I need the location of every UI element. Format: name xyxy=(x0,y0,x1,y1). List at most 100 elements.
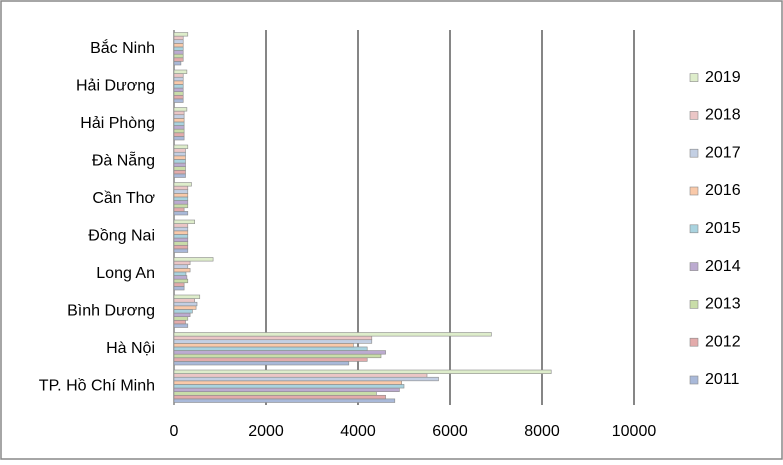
bar xyxy=(173,226,189,232)
bar xyxy=(173,144,189,149)
y-tick-label: Long An xyxy=(96,265,155,282)
bar xyxy=(173,268,191,273)
bar xyxy=(173,323,189,328)
legend-label: 2014 xyxy=(705,258,741,275)
bar xyxy=(173,394,386,400)
bar xyxy=(173,234,189,239)
x-tick-label: 4000 xyxy=(340,423,376,440)
legend-label: 2016 xyxy=(705,182,741,199)
bar xyxy=(173,162,186,167)
bar xyxy=(173,69,188,74)
bar xyxy=(173,339,373,344)
bar xyxy=(173,203,189,209)
bar xyxy=(173,332,492,337)
bar xyxy=(173,76,184,82)
y-tick-label: Hà Nội xyxy=(106,340,155,357)
legend-label: 2019 xyxy=(705,69,741,86)
bar xyxy=(173,169,186,175)
bar xyxy=(173,189,189,194)
bar xyxy=(173,148,186,153)
bar xyxy=(173,361,350,366)
bar xyxy=(173,166,186,171)
bar xyxy=(173,260,191,266)
bar xyxy=(173,114,185,119)
bar xyxy=(173,193,189,198)
bar xyxy=(173,301,198,307)
bar xyxy=(173,357,368,362)
legend-swatch xyxy=(689,300,699,309)
legend-swatch xyxy=(689,111,699,120)
bar xyxy=(173,350,386,355)
bar xyxy=(173,312,191,317)
legend-label: 2012 xyxy=(705,333,741,350)
y-tick-label: Hải Phòng xyxy=(80,115,155,132)
bar xyxy=(173,286,185,291)
y-tick-label: Đà Nẵng xyxy=(92,150,155,169)
bar xyxy=(173,125,185,130)
bar xyxy=(173,275,188,280)
bar xyxy=(173,91,184,96)
bar xyxy=(173,257,214,262)
bar xyxy=(173,136,185,141)
bar xyxy=(173,118,185,123)
bar xyxy=(173,128,185,134)
legend-label: 2013 xyxy=(705,296,741,313)
y-tick-label: Bắc Ninh xyxy=(90,38,155,57)
bar xyxy=(173,43,184,48)
bar xyxy=(173,173,186,178)
bar xyxy=(173,230,189,235)
bar xyxy=(173,335,373,341)
bar xyxy=(173,305,197,310)
bar xyxy=(173,369,552,374)
bar xyxy=(173,84,184,89)
bar xyxy=(173,343,354,348)
bar xyxy=(173,309,193,314)
bar xyxy=(173,80,184,85)
y-tick-label: Đồng Nai xyxy=(88,227,155,244)
legend-swatch xyxy=(689,262,699,271)
bar xyxy=(173,346,368,351)
legend-swatch xyxy=(689,186,699,196)
bar xyxy=(173,182,192,187)
bar xyxy=(173,391,377,396)
bar xyxy=(173,35,184,41)
bar xyxy=(173,155,186,160)
bar xyxy=(173,241,189,246)
bar xyxy=(173,32,189,37)
bar xyxy=(173,219,196,224)
bar xyxy=(173,207,185,212)
bar xyxy=(173,132,185,137)
x-tick-label: 0 xyxy=(170,423,179,440)
bar xyxy=(173,185,189,191)
bar xyxy=(173,271,187,276)
bar xyxy=(173,121,185,126)
legend-swatch xyxy=(689,375,699,385)
legend-swatch xyxy=(689,224,699,234)
x-tick-label: 6000 xyxy=(432,423,468,440)
bar xyxy=(173,61,182,66)
bar xyxy=(173,244,189,250)
bar xyxy=(173,200,189,205)
bar xyxy=(173,50,184,55)
bar xyxy=(173,107,188,112)
bar xyxy=(173,380,402,385)
x-tick-label: 8000 xyxy=(524,423,560,440)
bar xyxy=(173,87,184,92)
legend-label: 2011 xyxy=(705,371,740,388)
bar xyxy=(173,151,186,157)
bar xyxy=(173,39,184,44)
y-tick-label: TP. Hồ Chí Minh xyxy=(39,377,155,394)
y-tick-label: Hải Dương xyxy=(76,77,155,94)
bar xyxy=(173,237,189,242)
x-tick-label: 10000 xyxy=(612,423,657,440)
bar xyxy=(173,223,189,228)
bar xyxy=(173,196,189,201)
bar xyxy=(173,53,184,59)
y-tick-label: Bình Dương xyxy=(67,302,155,319)
bar xyxy=(173,46,184,51)
legend-label: 2017 xyxy=(705,144,741,161)
bar xyxy=(173,94,184,100)
bar xyxy=(173,316,189,321)
bar xyxy=(173,57,184,62)
